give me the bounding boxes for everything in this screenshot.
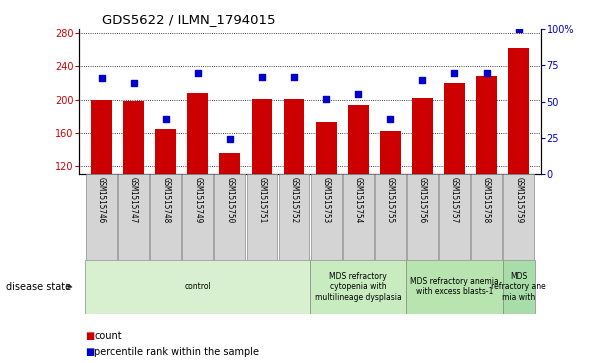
Text: GSM1515747: GSM1515747 [129,177,138,223]
Bar [187,93,208,174]
Text: ■: ■ [85,331,94,341]
Bar [86,174,117,260]
Bar [343,174,373,260]
Text: control: control [184,282,211,291]
Point [289,74,299,80]
Point [161,116,170,122]
Bar [412,98,433,174]
Text: count: count [94,331,122,341]
Text: GSM1515749: GSM1515749 [193,177,202,223]
Bar [215,174,245,260]
Point [482,70,491,76]
Bar [375,174,406,260]
Text: GSM1515759: GSM1515759 [514,177,523,223]
Bar [86,260,310,314]
Point [129,80,139,86]
Text: disease state: disease state [6,282,71,292]
Bar [310,260,406,314]
Bar [316,122,337,174]
Bar [439,174,470,260]
Text: MDS
refractory ane
mia with: MDS refractory ane mia with [491,272,546,302]
Text: ■: ■ [85,347,94,357]
Bar [348,105,368,174]
Bar [219,154,240,174]
Text: MDS refractory
cytopenia with
multilineage dysplasia: MDS refractory cytopenia with multilinea… [315,272,402,302]
Point [418,77,427,83]
Text: percentile rank within the sample: percentile rank within the sample [94,347,259,357]
Text: GSM1515754: GSM1515754 [354,177,363,223]
Point [353,91,363,97]
Point [321,96,331,102]
Bar [283,99,305,174]
Bar [155,129,176,174]
Point [225,136,235,142]
Bar [150,174,181,260]
Bar [444,83,465,174]
Bar [406,260,503,314]
Text: GSM1515748: GSM1515748 [161,177,170,223]
Bar [123,101,144,174]
Bar [503,260,534,314]
Bar [476,76,497,174]
Bar [508,48,529,174]
Text: GSM1515756: GSM1515756 [418,177,427,223]
Bar [252,99,272,174]
Bar [503,174,534,260]
Point [449,70,459,76]
Text: GDS5622 / ILMN_1794015: GDS5622 / ILMN_1794015 [102,13,275,26]
Text: GSM1515751: GSM1515751 [257,177,266,223]
Point [257,74,267,80]
Bar [182,174,213,260]
Text: GSM1515758: GSM1515758 [482,177,491,223]
Point [193,70,202,76]
Point [385,116,395,122]
Bar [380,131,401,174]
Text: MDS refractory anemia
with excess blasts-1: MDS refractory anemia with excess blasts… [410,277,499,297]
Point [97,76,106,81]
Point [514,26,523,32]
Bar [471,174,502,260]
Bar [118,174,149,260]
Text: GSM1515752: GSM1515752 [289,177,299,223]
Bar [407,174,438,260]
Text: GSM1515750: GSM1515750 [226,177,234,223]
Text: GSM1515757: GSM1515757 [450,177,459,223]
Bar [247,174,277,260]
Bar [278,174,309,260]
Text: GSM1515755: GSM1515755 [386,177,395,223]
Text: GSM1515753: GSM1515753 [322,177,331,223]
Bar [311,174,342,260]
Text: GSM1515746: GSM1515746 [97,177,106,223]
Bar [91,99,112,174]
